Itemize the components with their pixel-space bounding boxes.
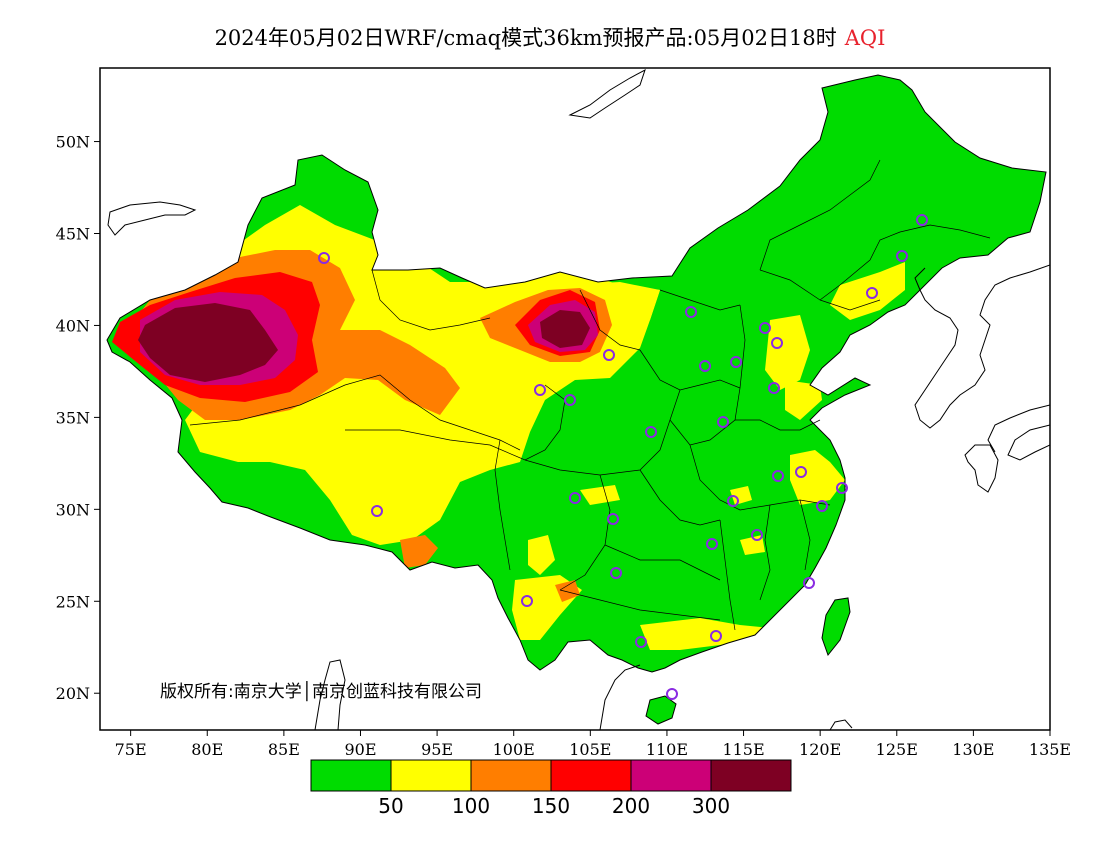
lon-tick-label: 110E	[646, 740, 688, 759]
lat-tick-label: 30N	[56, 500, 90, 519]
map-frame	[99, 67, 1051, 731]
legend-label: 100	[452, 794, 490, 818]
legend-swatch	[310, 759, 392, 792]
latitude-axis: 20N 25N 30N 35N 40N 45N 50N	[56, 133, 100, 703]
lon-tick-label: 130E	[952, 740, 994, 759]
legend-swatch	[550, 759, 632, 792]
legend-label: 150	[532, 794, 570, 818]
longitude-axis: 75E 80E 85E 90E 95E 100E 105E 110E 115E 120E 125E 1…	[115, 730, 1071, 759]
lat-tick-label: 20N	[56, 684, 90, 703]
title-variable: AQI	[844, 26, 886, 50]
lon-tick-label: 125E	[876, 740, 918, 759]
legend-label: 300	[692, 794, 730, 818]
lat-tick-label: 40N	[56, 316, 90, 335]
lon-tick-label: 120E	[799, 740, 841, 759]
legend-label: 200	[612, 794, 650, 818]
legend-swatch	[390, 759, 472, 792]
lon-tick-label: 85E	[268, 740, 300, 759]
copyright-text: 版权所有:南京大学│南京创蓝科技有限公司	[160, 681, 482, 702]
legend-swatch	[630, 759, 712, 792]
legend-swatch	[470, 759, 552, 792]
lon-tick-label: 90E	[344, 740, 376, 759]
lon-tick-label: 75E	[115, 740, 147, 759]
lon-tick-label: 100E	[493, 740, 535, 759]
lon-tick-label: 135E	[1029, 740, 1071, 759]
legend-swatch	[710, 759, 792, 792]
title-main: 2024年05月02日WRF/cmaq模式36km预报产品:05月02日18时	[214, 26, 837, 50]
lat-tick-label: 45N	[56, 225, 90, 244]
lat-tick-label: 50N	[56, 133, 90, 152]
aqi-legend: 50 100 150 200 300	[310, 759, 792, 818]
lon-tick-label: 80E	[191, 740, 223, 759]
lon-tick-label: 105E	[569, 740, 611, 759]
lon-tick-label: 95E	[421, 740, 453, 759]
map-title: 2024年05月02日WRF/cmaq模式36km预报产品:05月02日18时 A…	[0, 22, 1100, 52]
lat-tick-label: 25N	[56, 592, 90, 611]
lon-tick-label: 115E	[722, 740, 764, 759]
legend-label: 50	[378, 794, 403, 818]
lat-tick-label: 35N	[56, 408, 90, 427]
